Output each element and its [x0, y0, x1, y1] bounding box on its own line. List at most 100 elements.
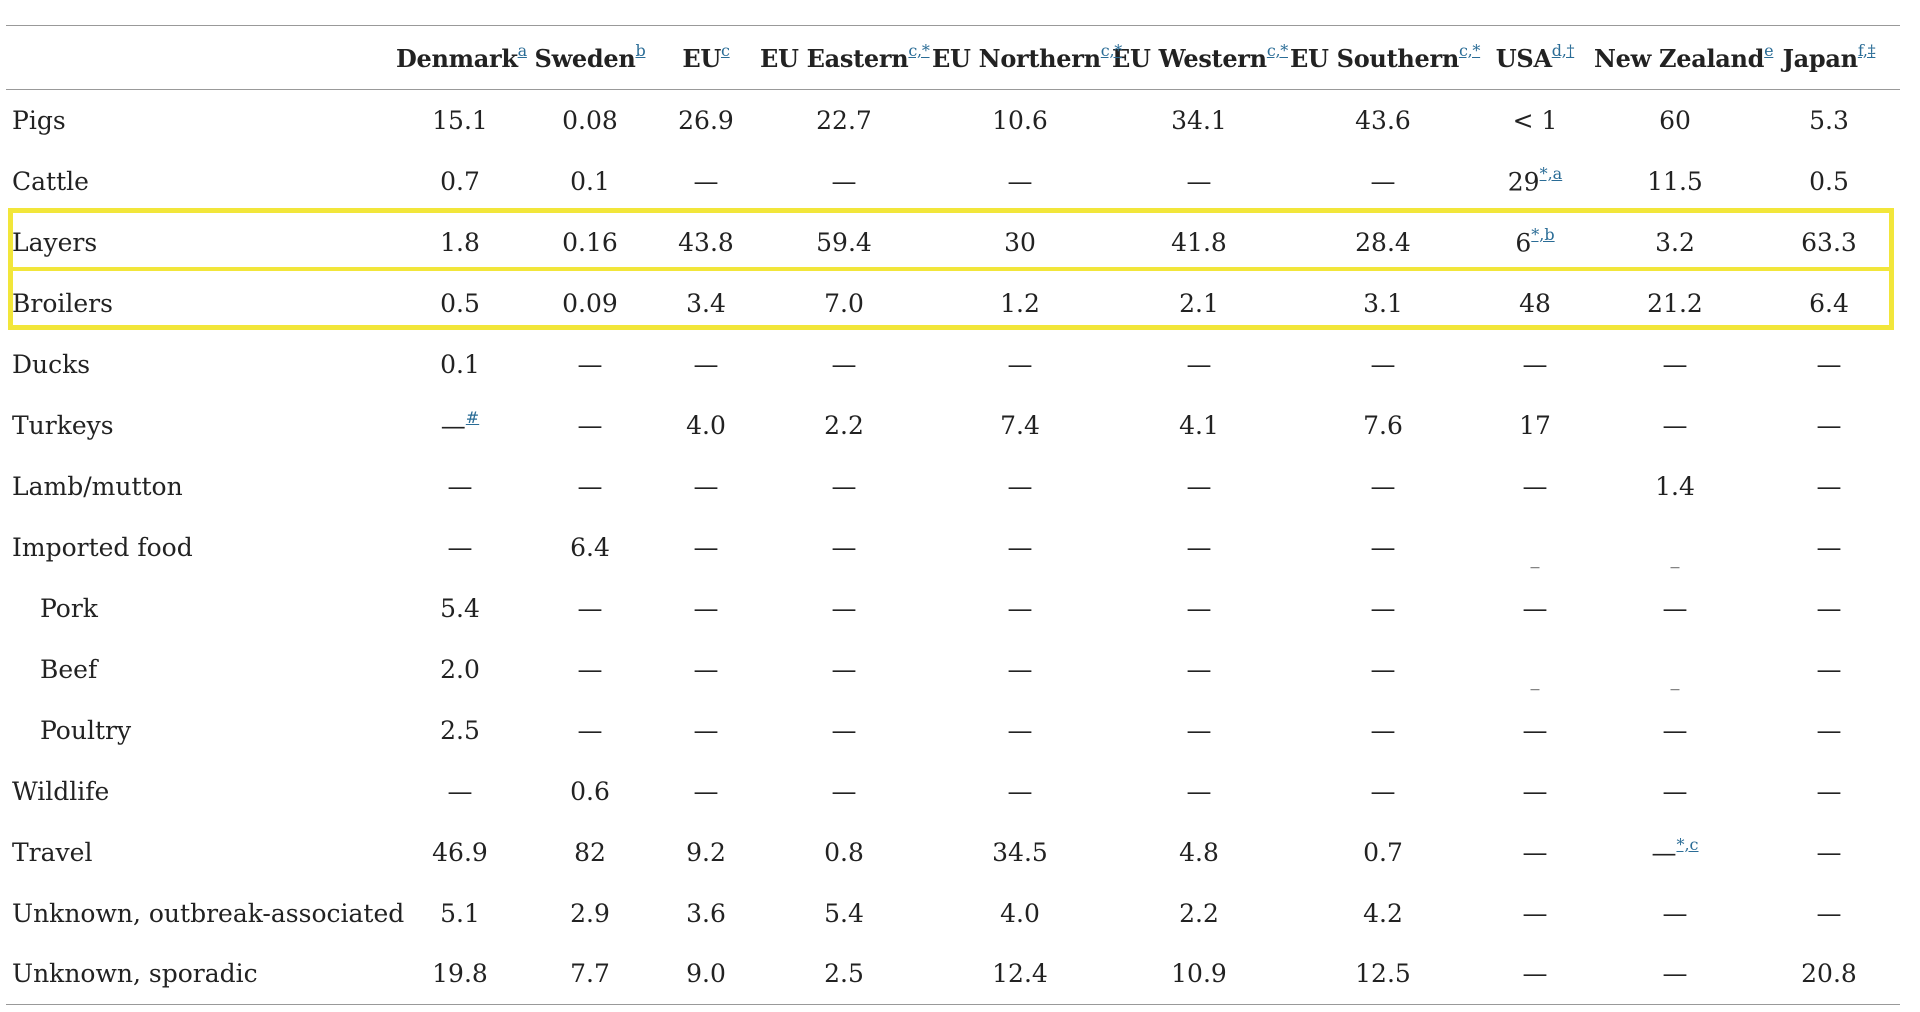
table-row: Unknown, sporadic 19.8 7.7 9.0 2.5 12.4 10.9 12… [6, 943, 1900, 1005]
footnote-link[interactable]: *,b [1531, 224, 1555, 244]
footnote-link[interactable]: e [1764, 40, 1774, 60]
table-cell: — [526, 395, 654, 456]
footnote-link[interactable]: c [720, 40, 730, 60]
column-header-label: EU [682, 43, 721, 73]
column-header-label: EU Northern [932, 43, 1101, 73]
table-cell: 1.8 [394, 212, 526, 273]
table-cell: _ [1478, 639, 1592, 700]
table-row: Pigs 15.1 0.08 26.9 22.7 10.6 34.1 43.6 < 1 60 5.3 [6, 90, 1900, 151]
cell-value: 9.2 [686, 837, 726, 867]
cell-value: 22.7 [816, 105, 872, 135]
cell-value: — [1007, 471, 1033, 501]
table-cell: 43.8 [654, 212, 758, 273]
footnote-link[interactable]: c,* [1458, 40, 1481, 60]
table-cell: — [1288, 700, 1478, 761]
column-header: USAd,† [1478, 25, 1592, 90]
cell-value: 7.7 [570, 959, 610, 989]
table-cell: 0.5 [1758, 151, 1900, 212]
cell-value: 0.16 [562, 227, 618, 257]
table-cell: 0.6 [526, 761, 654, 822]
cell-value: — [1370, 593, 1396, 623]
cell-value: — [577, 715, 603, 745]
cell-value: — [1370, 471, 1396, 501]
cell-value: — [1186, 166, 1212, 196]
cell-value: — [693, 593, 719, 623]
table-cell: — [526, 700, 654, 761]
cell-value: 43.6 [1355, 105, 1411, 135]
cell-value: — [1522, 593, 1548, 623]
table-row: Wildlife — 0.6 — — — — — — — — [6, 761, 1900, 822]
cell-value: 11.5 [1647, 166, 1703, 196]
cell-value: 82 [574, 837, 606, 867]
row-label: Turkeys [12, 410, 114, 440]
table-cell: — [758, 761, 930, 822]
cell-value: 0.5 [1809, 166, 1849, 196]
cell-value: 12.4 [992, 959, 1048, 989]
table-cell: 4.2 [1288, 883, 1478, 944]
cell-value: — [1662, 349, 1688, 379]
table-cell: — [1110, 700, 1288, 761]
table-cell: 43.6 [1288, 90, 1478, 151]
cell-value: — [1186, 776, 1212, 806]
cell-value: — [831, 593, 857, 623]
cell-value: 6.4 [570, 532, 610, 562]
column-header: EU Southernc,* [1288, 25, 1481, 90]
footnote-link[interactable]: f,‡ [1857, 40, 1876, 60]
footnote-link[interactable]: c,* [908, 40, 930, 60]
column-header-label: EU Eastern [760, 43, 909, 73]
cell-value: — [1816, 532, 1842, 562]
table-cell: 6.4 [526, 517, 654, 578]
column-header-label: New Zealand [1594, 43, 1765, 73]
cell-value: 2.0 [440, 654, 480, 684]
table-cell: 3.4 [654, 273, 758, 334]
cell-value: 6 [1515, 228, 1532, 258]
table-row: Broilers 0.5 0.09 3.4 7.0 1.2 2.1 3.1 48 21.2 6.4 [6, 273, 1900, 334]
cell-value: _ [1530, 547, 1540, 569]
cell-value: — [693, 471, 719, 501]
cell-value: — [577, 654, 603, 684]
footnote-link[interactable]: *,a [1539, 163, 1563, 183]
footnote-link[interactable]: c,* [1266, 40, 1288, 60]
table-row: Ducks 0.1 — — — — — — — — — [6, 334, 1900, 395]
table-cell: — [1478, 456, 1592, 517]
table-cell: 7.0 [758, 273, 930, 334]
table-cell: — [1288, 517, 1478, 578]
footnote-link[interactable]: *,c [1676, 834, 1699, 854]
table-cell: 63.3 [1758, 212, 1900, 273]
cell-value: — [1186, 593, 1212, 623]
table-cell: 12.5 [1288, 943, 1478, 1005]
column-header-label: Japan [1782, 43, 1859, 73]
table-cell: — [526, 334, 654, 395]
table-cell: 0.16 [526, 212, 654, 273]
table-cell: — [1758, 578, 1900, 639]
cell-value: — [1370, 532, 1396, 562]
column-header: Japanf,‡ [1758, 25, 1900, 90]
footnote-link[interactable]: # [465, 407, 480, 427]
cell-value: — [693, 532, 719, 562]
footnote-link[interactable]: b [635, 40, 646, 60]
table-cell: — [1288, 639, 1478, 700]
table-cell: — [394, 761, 526, 822]
footnote-link[interactable]: c,* [1100, 40, 1122, 60]
table-cell: 7.6 [1288, 395, 1478, 456]
table-cell: 10.9 [1110, 943, 1288, 1005]
cell-value: — [1816, 654, 1842, 684]
table-cell: — [1592, 700, 1758, 761]
footnote-link[interactable]: d,† [1551, 40, 1575, 60]
table-cell: _ [1592, 517, 1758, 578]
cell-value: — [1370, 654, 1396, 684]
column-header: EU Westernc,* [1110, 25, 1288, 90]
column-header-label: Denmark [396, 43, 518, 73]
table-cell: 46.9 [394, 822, 526, 883]
cell-value: — [1662, 593, 1688, 623]
table-cell: — [930, 639, 1110, 700]
cell-value: — [693, 349, 719, 379]
table-cell: 41.8 [1110, 212, 1288, 273]
table-cell: 0.1 [526, 151, 654, 212]
footnote-link[interactable]: a [517, 40, 528, 60]
cell-value: 10.9 [1171, 959, 1227, 989]
table-cell: — [1478, 822, 1592, 883]
cell-value: 1.2 [1000, 288, 1040, 318]
table-cell: 5.4 [758, 883, 930, 944]
